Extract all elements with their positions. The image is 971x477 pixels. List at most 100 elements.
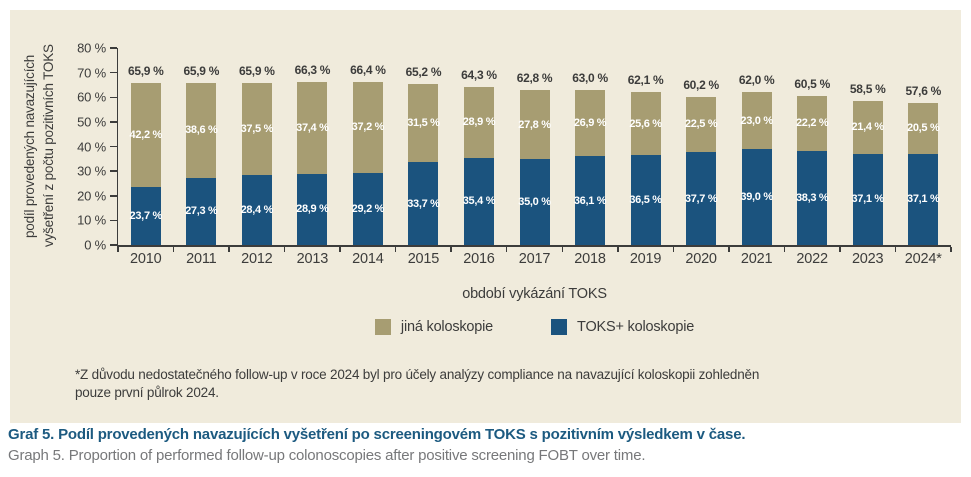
caption-czech: Graf 5. Podíl provedených navazujících v… <box>8 426 746 443</box>
bar-segment-label: 38,3 % <box>795 191 829 204</box>
legend-swatch-jina-koloskopie <box>374 319 391 335</box>
x-axis-tick <box>728 246 730 252</box>
bar-segment-toks-koloskopie: 36,1 % <box>573 156 607 245</box>
x-tick-label: 2023 <box>851 251 884 267</box>
x-tick-label: 2017 <box>518 251 551 267</box>
legend-item-jina-koloskopie: jiná koloskopie <box>374 319 494 335</box>
bar-segment-toks-koloskopie: 36,5 % <box>629 155 662 245</box>
bar-total-label: 58,5 % <box>849 81 886 96</box>
bar-segment-toks-koloskopie: 37,1 % <box>851 153 884 245</box>
y-axis-tick <box>110 145 117 148</box>
bar-segment-toks-koloskopie: 35,4 % <box>462 157 496 245</box>
y-axis-title: podíl provedených navazujících vyšetření… <box>20 26 58 266</box>
y-tick-label: 0 % <box>84 237 106 253</box>
bar-segment-toks-koloskopie: 33,7 % <box>407 162 440 245</box>
x-tick-label: 2010 <box>130 251 162 267</box>
x-axis-tick <box>894 246 897 252</box>
bar-segment-toks-koloskopie: 38,3 % <box>795 150 829 245</box>
x-tick-label: 2013 <box>296 251 329 267</box>
x-axis-tick <box>394 246 397 252</box>
y-axis-tick <box>110 170 117 172</box>
y-axis-tick <box>110 219 117 222</box>
bar-segment-label: 28,9 % <box>462 116 496 129</box>
bar-segment-label: 37,4 % <box>296 121 329 134</box>
bar-segment-toks-koloskopie: 28,9 % <box>296 173 329 245</box>
bar-segment-jina-koloskopie: 37,4 % <box>296 81 329 174</box>
x-tick-label: 2014 <box>352 251 384 267</box>
bar-total-label: 66,4 % <box>350 62 386 77</box>
bar-segment-label: 37,7 % <box>684 192 718 205</box>
x-tick-label: 2024* <box>904 251 942 267</box>
caption: Graf 5. Podíl provedených navazujících v… <box>8 426 746 464</box>
y-axis-title-line-2: vyšetření z počtu pozitivních TOKS <box>41 44 56 248</box>
x-axis-tick <box>450 246 452 252</box>
bar-segment-label: 26,9 % <box>573 116 607 129</box>
bar-segment-label: 29,2 % <box>351 203 385 216</box>
bar-total-label: 65,9 % <box>127 63 164 78</box>
bar-segment-jina-koloskopie: 21,4 % <box>851 100 884 154</box>
x-axis-tick <box>117 246 119 252</box>
caption-english: Graph 5. Proportion of performed follow-… <box>8 447 646 464</box>
y-tick-label: 20 % <box>77 188 106 204</box>
bar-total-label: 63,0 % <box>572 70 608 85</box>
y-axis-tick <box>110 195 117 197</box>
x-tick-label: 2011 <box>186 251 217 267</box>
legend-swatch-toks-koloskopie <box>551 319 568 335</box>
x-axis-tick <box>950 246 952 252</box>
bar-total-label: 60,2 % <box>683 77 719 92</box>
x-tick-label: 2016 <box>463 251 495 267</box>
bar-segment-label: 25,6 % <box>629 117 662 130</box>
footnote-line-1: *Z důvodu nedostatečného follow-up v roc… <box>75 367 760 382</box>
x-axis-tick <box>839 246 841 252</box>
y-tick-label: 70 % <box>77 65 106 81</box>
legend-item-toks-koloskopie: TOKS+ koloskopie <box>551 319 694 335</box>
bar-total-label: 65,2 % <box>405 65 442 80</box>
bar-segment-label: 36,1 % <box>573 194 607 207</box>
bar-segment-label: 21,4 % <box>851 121 884 134</box>
x-axis-line <box>116 245 951 247</box>
chart-panel: podíl provedených navazujících vyšetření… <box>10 10 961 423</box>
x-tick-label: 2015 <box>407 251 440 267</box>
y-axis-line <box>116 48 118 247</box>
x-axis-tick <box>672 246 675 252</box>
x-axis-tick <box>561 246 564 252</box>
bar-segment-jina-koloskopie: 37,2 % <box>352 81 384 174</box>
bar-total-label: 60,5 % <box>794 77 830 92</box>
bar-segment-jina-koloskopie: 38,6 % <box>185 82 218 178</box>
bar-segment-label: 35,4 % <box>462 195 496 208</box>
bar-segment-toks-koloskopie: 29,2 % <box>351 173 385 245</box>
bar-total-label: 66,3 % <box>294 62 331 77</box>
x-axis-title: období vykázání TOKS <box>462 286 607 302</box>
bar-segment-label: 27,8 % <box>518 118 551 131</box>
bar-segment-label: 33,7 % <box>407 197 440 210</box>
y-axis-tick <box>110 244 117 246</box>
footnote: *Z důvodu nedostatečného follow-up v roc… <box>75 366 759 401</box>
legend-label-toks-koloskopie: TOKS+ koloskopie <box>577 319 695 335</box>
bar-segment-label: 22,2 % <box>795 117 829 130</box>
bar-segment-jina-koloskopie: 25,6 % <box>629 92 662 156</box>
bar-segment-label: 23,7 % <box>129 209 163 222</box>
bar-segment-toks-koloskopie: 39,0 % <box>740 148 773 245</box>
x-tick-label: 2019 <box>629 251 662 267</box>
bar-segment-jina-koloskopie: 37,5 % <box>240 82 274 176</box>
bar-total-label: 62,8 % <box>516 71 553 86</box>
bar-segment-jina-koloskopie: 42,2 % <box>130 82 162 187</box>
bar-segment-jina-koloskopie: 31,5 % <box>407 84 440 163</box>
x-tick-label: 2018 <box>574 251 606 267</box>
x-axis-tick <box>339 246 341 252</box>
bar-segment-label: 37,5 % <box>240 122 274 135</box>
y-tick-label: 40 % <box>77 139 106 154</box>
x-axis-tick <box>283 246 286 252</box>
bar-segment-toks-koloskopie: 27,3 % <box>185 177 218 245</box>
x-axis-tick <box>228 246 230 252</box>
y-axis-tick <box>110 96 117 98</box>
bar-segment-jina-koloskopie: 20,5 % <box>907 103 940 154</box>
bar-segment-label: 36,5 % <box>629 194 662 207</box>
x-tick-label: 2021 <box>740 251 773 267</box>
y-axis-title-line-1: podíl provedených navazujících <box>22 54 37 238</box>
legend-label-jina-koloskopie: jiná koloskopie <box>400 319 494 335</box>
bar-segment-jina-koloskopie: 23,0 % <box>740 92 773 149</box>
y-tick-label: 10 % <box>77 212 106 228</box>
x-axis-tick <box>505 246 508 252</box>
bar-total-label: 65,9 % <box>183 63 220 78</box>
